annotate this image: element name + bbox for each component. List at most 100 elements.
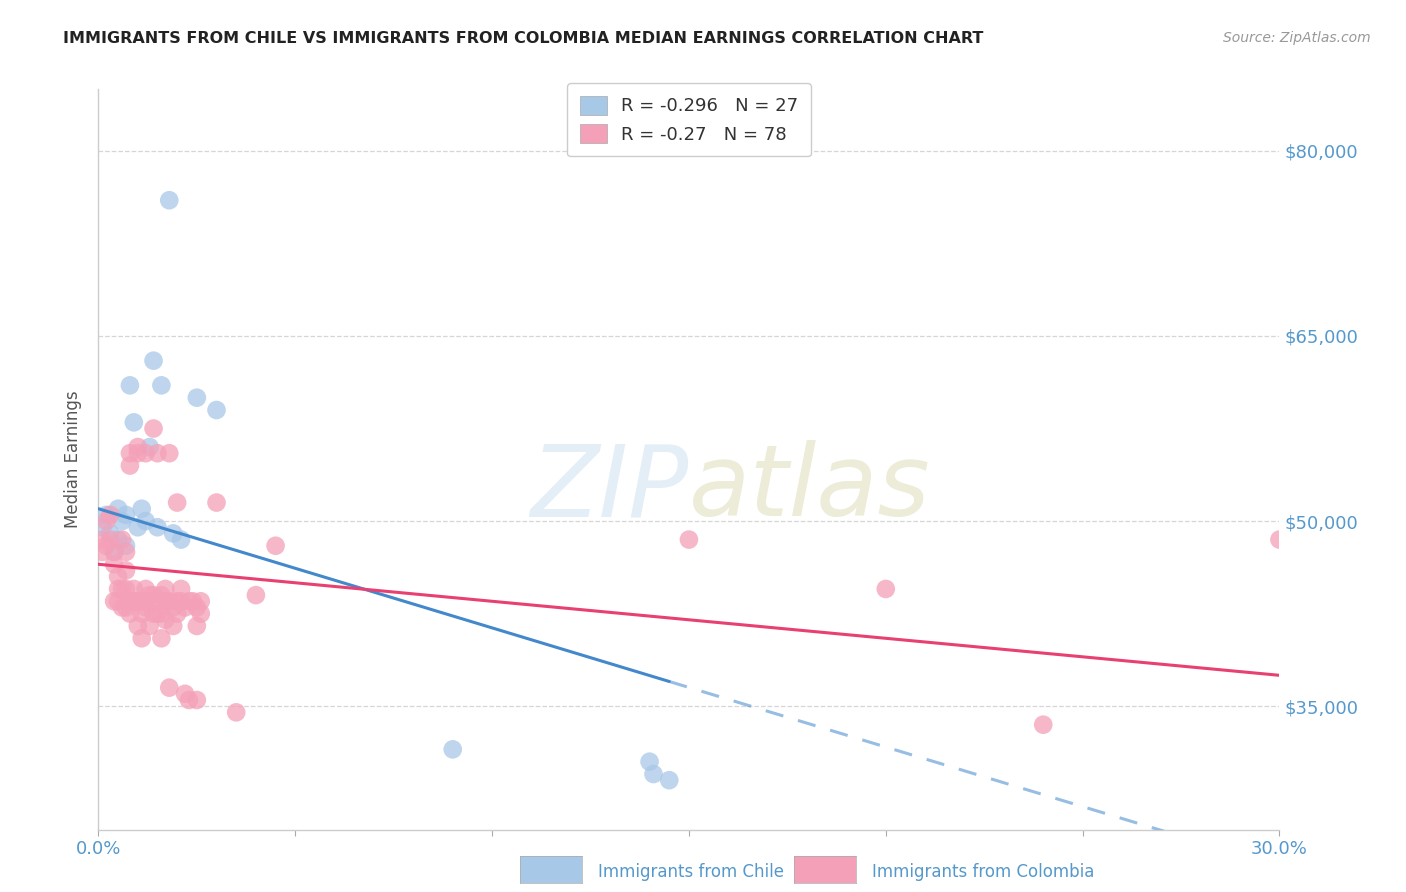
Point — [127, 619, 149, 633]
Point — [115, 508, 138, 522]
Point — [127, 440, 149, 454]
Point — [264, 539, 287, 553]
Point — [111, 514, 134, 528]
Point — [174, 687, 197, 701]
Point — [150, 588, 173, 602]
Point — [131, 501, 153, 516]
Point — [150, 632, 173, 646]
Text: ZIP: ZIP — [530, 441, 689, 538]
Point — [245, 588, 267, 602]
Point — [150, 607, 173, 621]
Point — [103, 558, 125, 572]
Point — [91, 545, 114, 559]
Point — [135, 446, 157, 460]
Point — [131, 607, 153, 621]
Point — [170, 533, 193, 547]
Point — [127, 520, 149, 534]
Point — [118, 594, 141, 608]
Point — [155, 594, 177, 608]
Point — [678, 533, 700, 547]
Point — [205, 495, 228, 509]
Point — [186, 619, 208, 633]
Point — [157, 681, 180, 695]
Point — [96, 514, 118, 528]
Point — [96, 508, 118, 522]
Point — [111, 600, 134, 615]
Point — [142, 607, 165, 621]
Point — [115, 582, 138, 596]
Point — [127, 594, 149, 608]
Point — [111, 533, 134, 547]
Point — [118, 458, 141, 473]
Text: Immigrants from Chile: Immigrants from Chile — [598, 863, 783, 881]
Point — [155, 582, 177, 596]
Point — [186, 600, 208, 615]
Point — [122, 594, 145, 608]
Point — [122, 416, 145, 430]
Point — [146, 607, 169, 621]
Point — [115, 564, 138, 578]
Point — [155, 613, 177, 627]
Point — [441, 742, 464, 756]
Point — [103, 594, 125, 608]
Point — [225, 706, 247, 720]
Point — [111, 582, 134, 596]
Point — [115, 545, 138, 559]
Point — [91, 520, 114, 534]
Point — [186, 693, 208, 707]
Text: Immigrants from Colombia: Immigrants from Colombia — [872, 863, 1094, 881]
Point — [115, 600, 138, 615]
Text: atlas: atlas — [689, 441, 931, 538]
Point — [146, 446, 169, 460]
Point — [162, 619, 184, 633]
Point — [98, 508, 121, 522]
Point — [174, 600, 197, 615]
Point — [166, 607, 188, 621]
Point — [162, 600, 184, 615]
Point — [146, 594, 169, 608]
Point — [107, 533, 129, 547]
Point — [190, 607, 212, 621]
Point — [166, 594, 188, 608]
Point — [157, 446, 180, 460]
Point — [875, 582, 897, 596]
Point — [103, 545, 125, 559]
Point — [138, 619, 160, 633]
Point — [131, 594, 153, 608]
Point — [142, 421, 165, 435]
Point — [98, 526, 121, 541]
Point — [166, 495, 188, 509]
Point — [177, 693, 200, 707]
Point — [96, 539, 118, 553]
Point — [150, 378, 173, 392]
Point — [157, 193, 180, 207]
Point — [135, 594, 157, 608]
Point — [115, 539, 138, 553]
Point — [1268, 533, 1291, 547]
Point — [138, 440, 160, 454]
Point — [157, 594, 180, 608]
Point — [131, 632, 153, 646]
Point — [186, 391, 208, 405]
Point — [638, 755, 661, 769]
Point — [118, 607, 141, 621]
Point — [146, 520, 169, 534]
Point — [170, 582, 193, 596]
Point — [107, 569, 129, 583]
Point — [98, 533, 121, 547]
Text: Source: ZipAtlas.com: Source: ZipAtlas.com — [1223, 31, 1371, 45]
Point — [127, 446, 149, 460]
Point — [181, 594, 204, 608]
Point — [118, 378, 141, 392]
Point — [142, 353, 165, 368]
Point — [107, 501, 129, 516]
Point — [170, 594, 193, 608]
Point — [107, 594, 129, 608]
Point — [135, 582, 157, 596]
Y-axis label: Median Earnings: Median Earnings — [65, 391, 83, 528]
Point — [142, 588, 165, 602]
Text: IMMIGRANTS FROM CHILE VS IMMIGRANTS FROM COLOMBIA MEDIAN EARNINGS CORRELATION CH: IMMIGRANTS FROM CHILE VS IMMIGRANTS FROM… — [63, 31, 984, 46]
Point — [658, 773, 681, 788]
Point — [135, 600, 157, 615]
Point — [91, 533, 114, 547]
